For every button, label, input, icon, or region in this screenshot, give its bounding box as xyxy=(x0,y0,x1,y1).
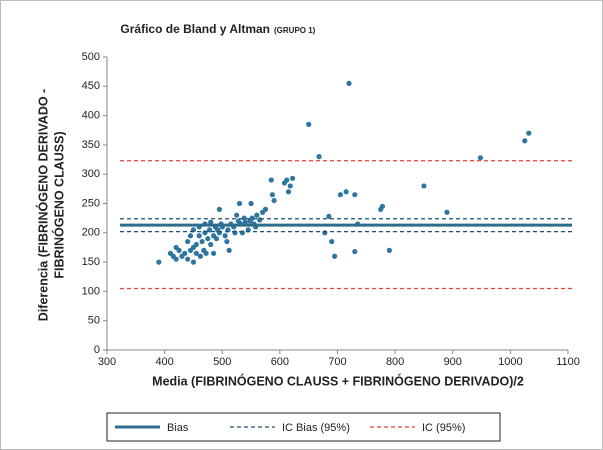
y-tick-label: 250 xyxy=(82,197,100,209)
y-tick-label: 0 xyxy=(94,344,100,356)
point xyxy=(386,247,392,253)
y-tick-label: 50 xyxy=(88,315,100,327)
y-tick-label: 300 xyxy=(82,168,100,180)
point xyxy=(156,259,162,265)
point xyxy=(477,155,484,161)
point xyxy=(316,154,322,160)
point xyxy=(173,256,179,262)
point xyxy=(190,259,197,265)
point xyxy=(306,121,312,127)
point xyxy=(226,247,232,253)
point xyxy=(196,233,202,239)
point xyxy=(346,80,352,86)
point xyxy=(271,197,277,204)
point xyxy=(268,177,274,183)
y-tick-label: 350 xyxy=(82,139,100,151)
x-tick-label: 700 xyxy=(328,356,346,368)
point xyxy=(526,130,532,136)
point xyxy=(329,238,335,245)
point xyxy=(269,192,275,198)
point xyxy=(176,247,182,253)
x-tick-label: 1100 xyxy=(556,356,580,368)
y-tick-label: 150 xyxy=(82,256,100,268)
y-tick-label: 200 xyxy=(82,227,100,239)
x-axis-label: Media (FIBRINÓGENO CLAUSS + FIBRINÓGENO … xyxy=(152,373,524,388)
y-tick-label: 400 xyxy=(82,110,100,122)
point xyxy=(343,189,349,195)
legend-label: Bias xyxy=(167,422,189,434)
point xyxy=(285,189,292,195)
y-axis-label: Diferencia (FIBRINÓGENO DERIVADO - xyxy=(35,89,50,321)
point xyxy=(241,215,247,221)
legend xyxy=(106,412,501,442)
y-tick-label: 450 xyxy=(82,80,100,92)
chart-subtitle: (GRUPO 1) xyxy=(274,26,316,35)
point xyxy=(332,253,338,259)
x-tick-label: 400 xyxy=(155,356,173,368)
point xyxy=(262,206,269,212)
point xyxy=(236,200,243,207)
point xyxy=(287,183,293,189)
point xyxy=(193,241,199,248)
point xyxy=(216,206,222,212)
point xyxy=(193,250,199,256)
y-axis-label: FIBRINÓGENO CLAUSS) xyxy=(51,131,66,278)
chart-title: Gráfico de Bland y Altman xyxy=(120,22,270,36)
point xyxy=(199,238,205,245)
y-tick-label: 100 xyxy=(82,285,100,297)
legend-label: IC (95%) xyxy=(422,422,465,434)
point xyxy=(249,215,255,221)
x-tick-label: 1000 xyxy=(498,356,522,368)
point xyxy=(289,175,296,181)
x-tick-label: 900 xyxy=(444,356,462,368)
point xyxy=(421,183,427,189)
point xyxy=(444,209,450,215)
point xyxy=(187,233,194,239)
point xyxy=(185,238,191,245)
point xyxy=(522,138,528,144)
point xyxy=(203,250,209,256)
point xyxy=(254,212,260,218)
x-tick-label: 300 xyxy=(98,356,116,368)
point xyxy=(197,253,203,259)
point xyxy=(205,236,211,242)
point xyxy=(185,256,191,262)
point xyxy=(379,203,386,210)
point xyxy=(242,219,248,225)
x-tick-label: 800 xyxy=(386,356,404,368)
point xyxy=(211,250,217,256)
point xyxy=(352,248,358,255)
point xyxy=(284,177,290,183)
x-tick-label: 600 xyxy=(271,356,289,368)
point xyxy=(208,219,214,225)
legend-label: IC Bias (95%) xyxy=(282,422,350,434)
point xyxy=(222,233,228,239)
point xyxy=(337,192,343,198)
point xyxy=(206,227,213,233)
point xyxy=(224,238,230,245)
y-tick-label: 500 xyxy=(82,51,100,63)
point xyxy=(213,236,220,242)
point xyxy=(182,250,188,256)
point xyxy=(208,241,214,248)
x-tick-label: 500 xyxy=(213,356,231,368)
point xyxy=(234,212,240,218)
point xyxy=(326,213,332,219)
point xyxy=(352,192,358,198)
point xyxy=(248,200,254,207)
